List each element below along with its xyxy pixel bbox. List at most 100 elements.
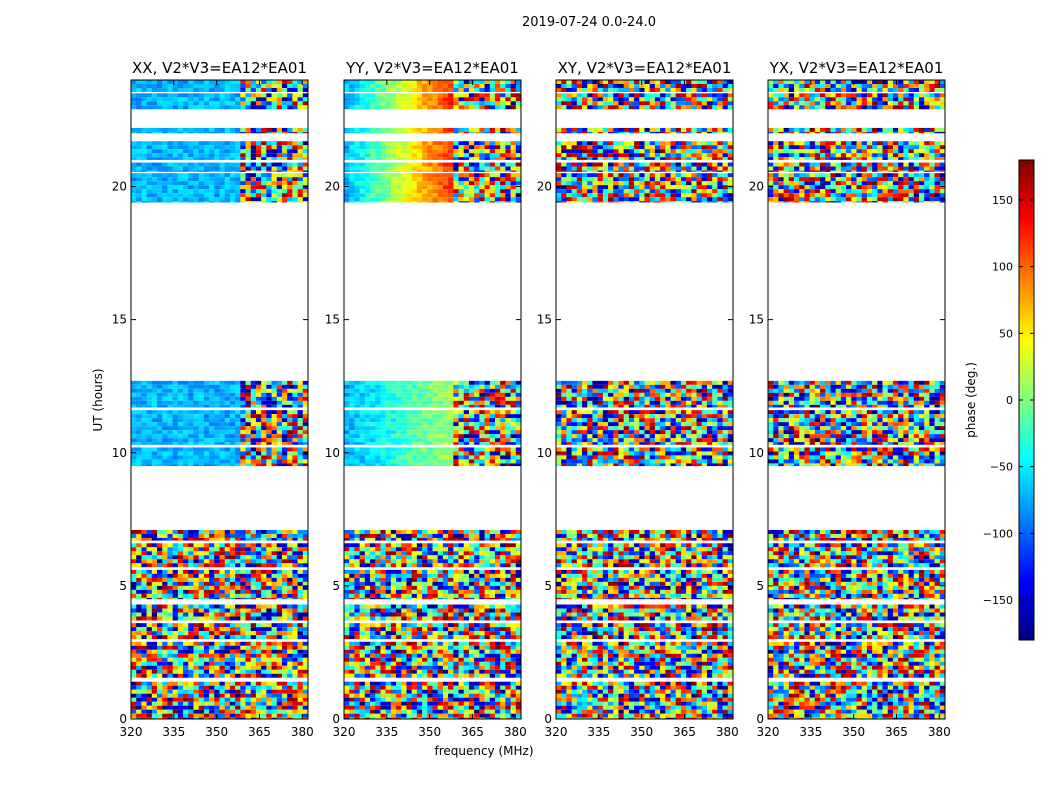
heatmap-cell (151, 577, 158, 582)
heatmap-cell (448, 581, 454, 586)
heatmap-cell (146, 93, 153, 98)
heatmap-cell (224, 88, 231, 92)
heatmap-cell (172, 201, 179, 203)
heatmap-cell (375, 616, 381, 621)
heatmap-cell (136, 555, 142, 560)
heatmap-cell (219, 645, 226, 650)
heatmap-cell (193, 105, 199, 110)
heatmap-cell (183, 631, 189, 636)
heatmap-cell (240, 627, 246, 632)
heatmap-cell (271, 689, 278, 694)
heatmap-cell (183, 197, 189, 202)
heatmap-cell (411, 681, 418, 686)
heatmap-cell (494, 463, 501, 467)
heatmap-cell (151, 101, 158, 106)
heatmap-cell (235, 577, 241, 582)
heatmap-cell (177, 181, 184, 186)
heatmap-cell (453, 533, 459, 538)
heatmap-cell (271, 705, 278, 710)
heatmap-cell (141, 537, 147, 541)
heatmap-cell (292, 193, 298, 198)
heatmap-cell (458, 653, 465, 658)
heatmap-cell (198, 577, 205, 582)
heatmap-cell (463, 717, 470, 719)
heatmap-cell (146, 593, 153, 598)
heatmap-cell (177, 616, 184, 621)
heatmap-cell (474, 612, 480, 617)
heatmap-cell (422, 589, 428, 594)
heatmap-cell (515, 641, 522, 646)
heatmap-cell (437, 555, 444, 560)
heatmap-cell (364, 689, 371, 694)
heatmap-cell (255, 555, 262, 560)
heatmap-cell (162, 404, 168, 408)
heatmap-cell (281, 627, 288, 632)
heatmap-cell (266, 447, 272, 452)
heatmap-cell (167, 197, 173, 202)
heatmap-cell (287, 392, 293, 397)
heatmap-cell (157, 717, 163, 719)
heatmap-cell (396, 533, 402, 538)
heatmap-cell (281, 559, 288, 564)
heatmap-cell (162, 635, 168, 640)
heatmap-cell (167, 717, 173, 719)
heatmap-cell (515, 463, 522, 467)
heatmap-cell (193, 157, 199, 160)
heatmap-cell (167, 153, 173, 158)
heatmap-cell (235, 105, 241, 110)
heatmap-cell (354, 657, 360, 662)
heatmap-cell (427, 459, 433, 464)
heatmap-cell (427, 581, 433, 586)
heatmap-cell (224, 149, 231, 154)
heatmap-cell (448, 661, 454, 666)
heatmap-cell (240, 551, 246, 556)
heatmap-cell (141, 693, 147, 698)
heatmap-cell (422, 705, 428, 710)
heatmap-cell (292, 631, 298, 636)
heatmap-cell (375, 608, 381, 613)
heatmap-cell (151, 189, 158, 194)
heatmap-cell (266, 392, 272, 397)
heatmap-cell (172, 616, 179, 621)
heatmap-cell (359, 689, 366, 694)
heatmap-cell (203, 593, 210, 598)
heatmap-cell (494, 547, 501, 552)
heatmap-cell (250, 563, 257, 568)
heatmap-cell (131, 589, 137, 594)
heatmap-cell (151, 608, 158, 613)
heatmap-cell (494, 709, 501, 714)
heatmap-cell (229, 422, 236, 427)
heatmap-cell (219, 414, 226, 419)
heatmap-cell (172, 649, 179, 654)
heatmap-cell (214, 543, 220, 548)
heatmap-cell (494, 641, 501, 646)
heatmap-cell (396, 569, 402, 574)
heatmap-cell (245, 197, 252, 202)
heatmap-cell (141, 665, 147, 670)
heatmap-cell (162, 631, 168, 636)
heatmap-cell (162, 641, 168, 646)
heatmap-cell (255, 170, 262, 172)
heatmap-cell (468, 713, 475, 718)
heatmap-cell (422, 641, 428, 646)
heatmap-cell (266, 201, 272, 203)
heatmap-cell (510, 705, 517, 710)
heatmap-cell (292, 455, 298, 460)
heatmap-cell (276, 559, 283, 564)
heatmap-cell (261, 97, 267, 102)
heatmap-cell (416, 653, 423, 658)
heatmap-cell (302, 569, 309, 574)
heatmap-cell (172, 645, 179, 650)
heatmap-cell (157, 627, 163, 632)
heatmap-cell (229, 713, 236, 718)
heatmap-cell (281, 685, 288, 690)
heatmap-cell (432, 631, 439, 636)
heatmap-cell (463, 616, 470, 621)
heatmap-cell (136, 697, 142, 702)
heatmap-cell (297, 101, 304, 106)
heatmap-cell (287, 153, 293, 158)
heatmap-cell (193, 447, 199, 452)
heatmap-cell (442, 709, 449, 714)
heatmap-cell (515, 631, 522, 636)
heatmap-cell (344, 459, 350, 464)
